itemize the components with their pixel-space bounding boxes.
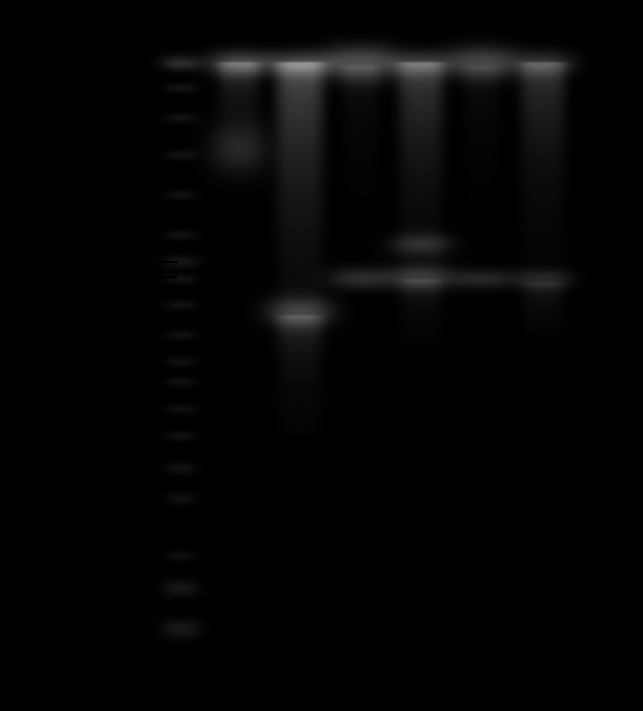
Text: 7: 7: [538, 12, 548, 30]
Text: 4: 4: [355, 12, 367, 30]
Text: 63.5 kb: 63.5 kb: [93, 368, 151, 383]
Bar: [155, 0, 643, 711]
Text: 33.5 kb: 33.5 kb: [93, 422, 151, 437]
Text: 2: 2: [233, 12, 245, 30]
Text: 6: 6: [476, 12, 487, 30]
Text: 1: 1: [176, 12, 186, 30]
Text: 5: 5: [415, 12, 427, 30]
Text: 112.5 kb: 112.5 kb: [84, 269, 151, 284]
Bar: [0, 0, 155, 711]
Text: 3: 3: [294, 12, 306, 30]
Text: 130.5 kb: 130.5 kb: [84, 255, 151, 269]
